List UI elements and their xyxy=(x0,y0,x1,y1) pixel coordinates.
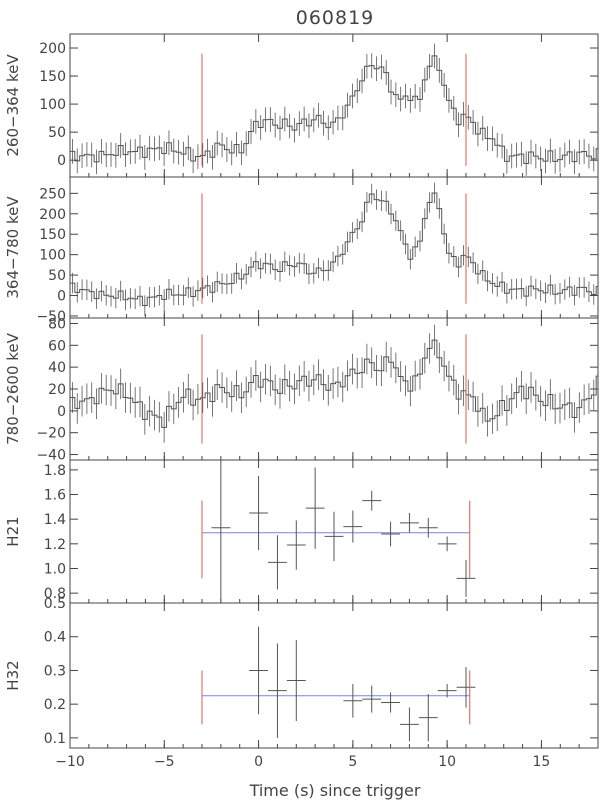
y-tick-label: 40 xyxy=(48,360,66,376)
light-curve xyxy=(70,192,598,307)
y-tick-label: 50 xyxy=(48,125,66,141)
plot-area xyxy=(70,182,598,316)
y-tick-label: 0.4 xyxy=(44,630,66,646)
y-axis-label: H32 xyxy=(4,660,22,690)
y-tick-label: 100 xyxy=(39,248,66,264)
y-tick-label: 20 xyxy=(48,382,66,398)
y-tick-label: −40 xyxy=(36,448,66,464)
y-tick-label: 0.5 xyxy=(44,596,66,612)
y-tick-label: 0.2 xyxy=(44,697,66,713)
plot-area xyxy=(70,324,598,444)
y-axis-label: H21 xyxy=(4,516,22,546)
y-tick-label: 150 xyxy=(39,69,66,85)
y-tick-label: 0.3 xyxy=(44,663,66,679)
plot-area xyxy=(201,626,476,742)
y-tick-label: 1.2 xyxy=(44,537,66,553)
y-axis-label: 780−2600 keV xyxy=(4,332,22,445)
panel-3: −40 −20 0 20 40 60 80 780−2600 keV xyxy=(4,316,599,464)
y-tick-label: 1.0 xyxy=(44,561,66,577)
x-tick-label: 5 xyxy=(348,754,357,770)
y-tick-label: 150 xyxy=(39,227,66,243)
y-tick-label: 50 xyxy=(48,268,66,284)
y-tick-label: 0.1 xyxy=(44,731,66,747)
y-tick-label: 100 xyxy=(39,97,66,113)
plot-area xyxy=(201,460,476,602)
y-tick-label: 1.4 xyxy=(44,512,66,528)
panel-1: 0 50 100 150 200 260−364 keV xyxy=(4,33,599,178)
y-tick-label: 1.6 xyxy=(44,488,66,504)
y-tick-label: 0 xyxy=(57,289,66,305)
light-curve xyxy=(70,339,598,428)
y-tick-label: 0.8 xyxy=(44,586,66,602)
y-tick-label: 200 xyxy=(39,207,66,223)
x-tick-label: 15 xyxy=(533,754,551,770)
x-axis-label: Time (s) since trigger xyxy=(249,781,421,800)
y-tick-label: −20 xyxy=(36,426,66,442)
x-tick-label: 0 xyxy=(254,754,263,770)
y-tick-label: 250 xyxy=(39,186,66,202)
y-axis-label: 364−780 keV xyxy=(4,196,22,299)
y-tick-label: 80 xyxy=(48,316,66,332)
x-tick-label: −10 xyxy=(55,754,85,770)
panel-2: −50 0 50 100 150 200 250 364−780 keV xyxy=(4,176,599,325)
panel-frame xyxy=(69,602,599,749)
x-tick-label: 10 xyxy=(438,754,456,770)
y-tick-label: −50 xyxy=(36,309,66,325)
y-tick-label: 200 xyxy=(39,41,66,57)
x-tick-label: −5 xyxy=(154,754,175,770)
y-axis-label: 260−364 keV xyxy=(4,54,22,157)
y-tick-label: 0 xyxy=(57,404,66,420)
figure-title: 060819 xyxy=(296,7,375,29)
light-curve xyxy=(70,55,598,165)
plot-area xyxy=(70,43,598,176)
panel-4: 0.8 1.0 1.2 1.4 1.6 1.8 H21 xyxy=(4,459,599,604)
y-tick-label: 60 xyxy=(48,338,66,354)
y-tick-label: 0 xyxy=(57,153,66,169)
panel-5: 0.1 0.2 0.3 0.4 0.5 H32 −10 −5 0 5 10 15 xyxy=(4,596,599,770)
y-tick-label: 1.8 xyxy=(44,463,66,479)
